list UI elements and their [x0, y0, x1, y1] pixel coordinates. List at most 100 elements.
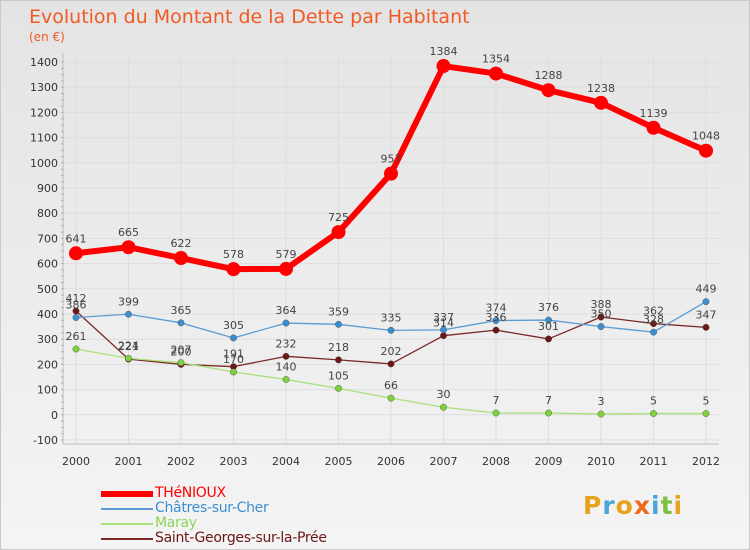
data-point-chatres-sur-cher: [440, 326, 447, 334]
data-point-chatres-sur-cher: [387, 326, 395, 334]
data-label-chatres-sur-cher: 376: [538, 301, 559, 314]
x-tick-label: 2005: [325, 455, 353, 468]
y-tick-label: -100: [33, 434, 58, 447]
legend-label-chatres: Châtres-sur-Cher: [155, 500, 269, 516]
legend-label-saint-georges: Saint-Georges-sur-la-Prée: [155, 530, 327, 546]
data-label-saint-georges-sur-la-pree: 301: [538, 320, 559, 333]
x-tick-label: 2009: [535, 455, 563, 468]
x-tick-label: 2003: [220, 455, 248, 468]
data-point-thenioux: [69, 246, 83, 261]
y-tick-label: 1000: [30, 157, 58, 170]
data-label-chatres-sur-cher: 335: [381, 311, 402, 324]
data-point-saint-georges-sur-la-pree: [702, 323, 710, 331]
data-label-maray: 261: [66, 330, 87, 343]
data-point-maray: [335, 384, 342, 392]
x-tick-label: 2012: [692, 455, 720, 468]
data-point-chatres-sur-cher: [177, 319, 185, 327]
data-point-chatres-sur-cher: [597, 323, 605, 330]
data-label-thenioux: 1048: [692, 130, 720, 143]
data-point-chatres-sur-cher: [702, 298, 710, 306]
data-label-thenioux: 579: [276, 248, 297, 261]
legend-swatch-thenioux: [101, 491, 153, 497]
axes: -100 0 100 200 300 400 500 600 700 800 900 1000 1100…: [30, 53, 720, 468]
gridlines: [63, 53, 719, 444]
data-label-thenioux: 622: [171, 237, 192, 250]
data-label-chatres-sur-cher: 350: [591, 308, 612, 321]
legend-label-thenioux: THéNIOUX: [155, 485, 226, 501]
data-label-thenioux: 1288: [535, 69, 563, 82]
chart-title: Evolution du Montant de la Dette par Hab…: [29, 6, 470, 28]
data-point-thenioux: [279, 261, 293, 276]
data-label-maray: 224: [118, 339, 139, 352]
x-tick-label: 2008: [482, 455, 510, 468]
x-tick-label: 2007: [430, 455, 458, 468]
data-label-saint-georges-sur-la-pree: 412: [66, 292, 87, 305]
data-point-maray: [650, 410, 657, 417]
data-label-maray: 140: [276, 361, 297, 374]
data-point-chatres-sur-cher: [72, 314, 80, 321]
data-point-chatres-sur-cher: [492, 317, 500, 324]
data-label-maray: 66: [384, 379, 398, 392]
data-point-chatres-sur-cher: [650, 328, 657, 336]
x-tick-label: 2002: [167, 455, 195, 468]
data-label-maray: 207: [171, 344, 192, 357]
data-label-thenioux: 725: [328, 211, 349, 224]
data-label-saint-georges-sur-la-pree: 202: [381, 345, 402, 358]
data-point-thenioux: [174, 251, 188, 266]
data-label-saint-georges-sur-la-pree: 191: [223, 348, 244, 361]
data-label-thenioux: 641: [66, 232, 87, 245]
logo-letter: t: [660, 491, 674, 520]
proxiti-logo: Proxiti: [583, 491, 683, 520]
data-label-chatres-sur-cher: 328: [643, 313, 664, 326]
legend-swatch-chatres: [101, 508, 153, 510]
data-label-thenioux: 578: [223, 248, 244, 261]
data-point-saint-georges-sur-la-pree: [335, 356, 342, 364]
data-label-chatres-sur-cher: 374: [486, 302, 507, 315]
y-tick-label: 300: [37, 333, 58, 346]
data-point-maray: [597, 410, 605, 418]
y-tick-label: 900: [37, 182, 58, 195]
data-point-thenioux: [436, 59, 451, 74]
data-label-maray: 3: [598, 395, 605, 408]
logo-letter: i: [673, 491, 684, 520]
data-label-chatres-sur-cher: 305: [223, 319, 244, 332]
data-label-saint-georges-sur-la-pree: 314: [433, 317, 454, 330]
data-point-saint-georges-sur-la-pree: [440, 332, 447, 340]
x-tick-label: 2010: [587, 455, 615, 468]
data-point-thenioux: [384, 166, 398, 181]
y-tick-label: 100: [37, 384, 58, 397]
data-label-thenioux: 1139: [640, 107, 668, 120]
y-tick-label: 200: [37, 358, 58, 371]
logo-letter: r: [602, 491, 616, 520]
data-point-maray: [282, 376, 290, 383]
data-label-chatres-sur-cher: 365: [171, 304, 192, 317]
data-point-chatres-sur-cher: [282, 319, 290, 327]
y-tick-label: 800: [37, 207, 58, 220]
data-point-thenioux: [226, 262, 241, 277]
data-point-maray: [125, 354, 132, 362]
data-point-maray: [387, 394, 395, 402]
data-point-chatres-sur-cher: [335, 320, 342, 328]
data-label-maray: 7: [545, 394, 552, 407]
y-tick-label: 0: [51, 409, 58, 422]
data-point-saint-georges-sur-la-pree: [545, 335, 552, 343]
data-label-saint-georges-sur-la-pree: 336: [486, 311, 507, 324]
data-label-chatres-sur-cher: 399: [118, 295, 139, 308]
x-tick-label: 2011: [640, 455, 668, 468]
data-label-maray: 7: [493, 394, 500, 407]
data-label-thenioux: 1354: [482, 53, 510, 66]
data-label-maray: 170: [223, 353, 244, 366]
logo-letter: P: [583, 491, 603, 520]
y-tick-label: 1400: [30, 56, 58, 69]
data-point-maray: [492, 409, 500, 417]
data-label-chatres-sur-cher: 337: [433, 311, 454, 324]
data-point-maray: [702, 410, 710, 417]
data-point-thenioux: [541, 83, 556, 98]
data-label-chatres-sur-cher: 359: [328, 305, 349, 318]
logo-letter: x: [633, 491, 651, 520]
data-label-maray: 30: [437, 388, 451, 401]
data-point-maray: [72, 345, 80, 353]
